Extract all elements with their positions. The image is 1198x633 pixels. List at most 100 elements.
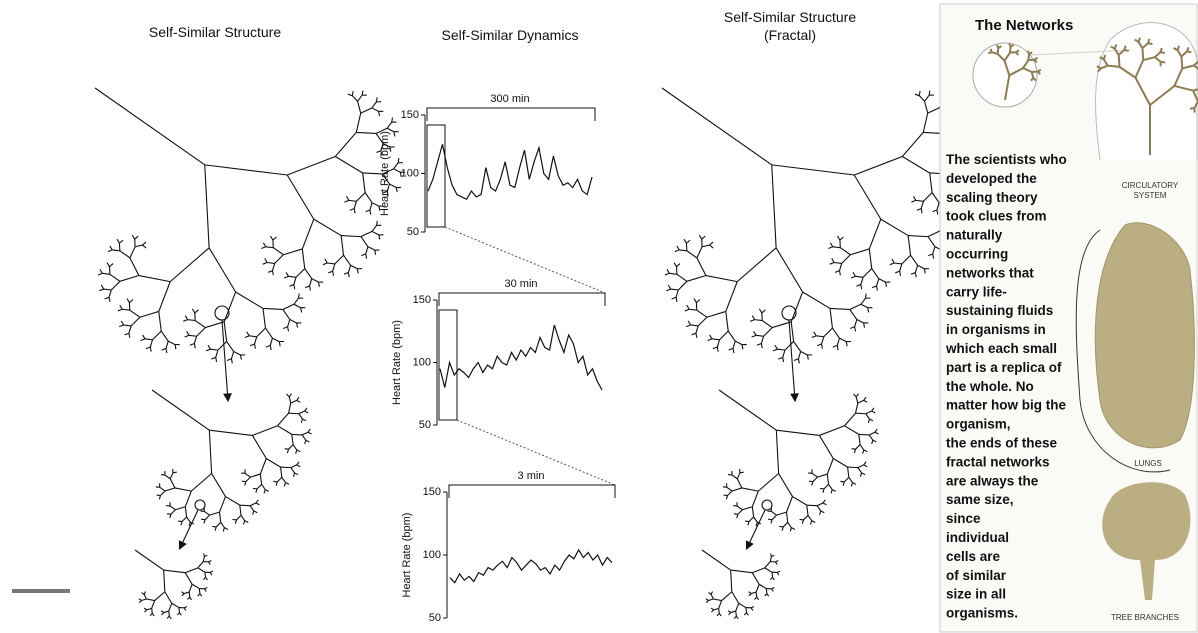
branch <box>382 173 390 185</box>
branch <box>109 245 113 251</box>
branch <box>869 418 874 422</box>
zoom-box <box>438 309 458 421</box>
branch <box>920 201 924 209</box>
branch <box>850 326 855 330</box>
branch <box>734 340 743 346</box>
branch <box>356 131 377 135</box>
branch <box>708 598 714 602</box>
branch <box>378 234 381 240</box>
branch <box>871 285 877 289</box>
branch <box>292 444 298 451</box>
branch <box>932 253 935 259</box>
branch <box>380 150 383 156</box>
branch <box>184 315 189 320</box>
branch <box>816 343 822 347</box>
branch <box>298 413 303 420</box>
branch <box>927 107 940 114</box>
middle-title: Self-Similar Dynamics <box>442 27 579 43</box>
branch <box>784 341 795 351</box>
zoom-circle <box>214 305 230 321</box>
branch <box>666 269 670 274</box>
branch <box>742 506 753 511</box>
branch <box>311 278 319 283</box>
branch <box>781 526 784 531</box>
branch <box>751 490 759 507</box>
branch <box>686 250 698 259</box>
branch <box>894 262 902 265</box>
branch <box>855 393 859 398</box>
branch <box>733 615 737 619</box>
branch <box>367 246 375 251</box>
branch <box>868 248 873 269</box>
branch <box>691 332 697 336</box>
branch <box>244 472 251 478</box>
branch <box>718 608 720 614</box>
branch <box>828 484 833 490</box>
branch <box>1147 42 1153 46</box>
branch <box>807 515 813 521</box>
branch <box>183 607 187 611</box>
branch <box>262 242 267 248</box>
branch <box>861 472 866 476</box>
branch <box>301 248 306 269</box>
branch <box>871 440 874 445</box>
branch <box>285 482 290 485</box>
branch <box>912 196 917 201</box>
branch <box>104 296 110 300</box>
branch <box>1137 37 1142 43</box>
branch <box>738 602 747 609</box>
branch <box>797 358 800 364</box>
branch <box>695 325 699 334</box>
branch <box>287 403 292 414</box>
branch <box>143 591 146 595</box>
lungs-label: LUNGS <box>1134 459 1162 468</box>
branch <box>169 247 210 283</box>
branch <box>801 519 805 524</box>
branch <box>235 291 264 309</box>
branch <box>119 250 131 259</box>
sidebar-line: developed the <box>946 171 1037 186</box>
branch <box>365 246 369 255</box>
branch <box>748 516 754 522</box>
branch <box>169 505 176 511</box>
branch <box>108 289 112 298</box>
branch <box>223 321 228 342</box>
branch <box>269 337 273 346</box>
branch <box>262 308 266 329</box>
branch <box>852 482 857 485</box>
branch <box>298 410 305 415</box>
branch <box>291 433 303 436</box>
branch <box>853 393 857 398</box>
branch <box>194 309 199 314</box>
branch <box>716 346 719 352</box>
branch <box>301 218 315 250</box>
branch <box>853 449 857 454</box>
branch <box>163 610 169 614</box>
branch <box>693 298 697 303</box>
branch <box>142 244 147 249</box>
branch <box>160 490 166 496</box>
branch <box>211 473 226 497</box>
branch <box>357 94 363 102</box>
branch <box>1141 48 1145 61</box>
branch <box>139 310 159 318</box>
branch <box>245 476 251 483</box>
branch <box>927 236 936 247</box>
branch <box>989 48 993 53</box>
branch <box>287 156 336 176</box>
branch <box>204 164 288 176</box>
branch <box>812 476 818 483</box>
branch <box>826 474 830 485</box>
branch <box>307 431 312 435</box>
branch <box>852 272 856 277</box>
branch <box>910 254 919 266</box>
branch <box>863 399 868 403</box>
sidebar-line: naturally <box>946 228 1003 243</box>
branch <box>677 280 688 291</box>
branch <box>928 90 931 96</box>
branch <box>288 396 292 404</box>
branch <box>296 461 300 466</box>
branch <box>664 272 670 276</box>
branch <box>176 612 180 616</box>
branch <box>149 339 154 348</box>
